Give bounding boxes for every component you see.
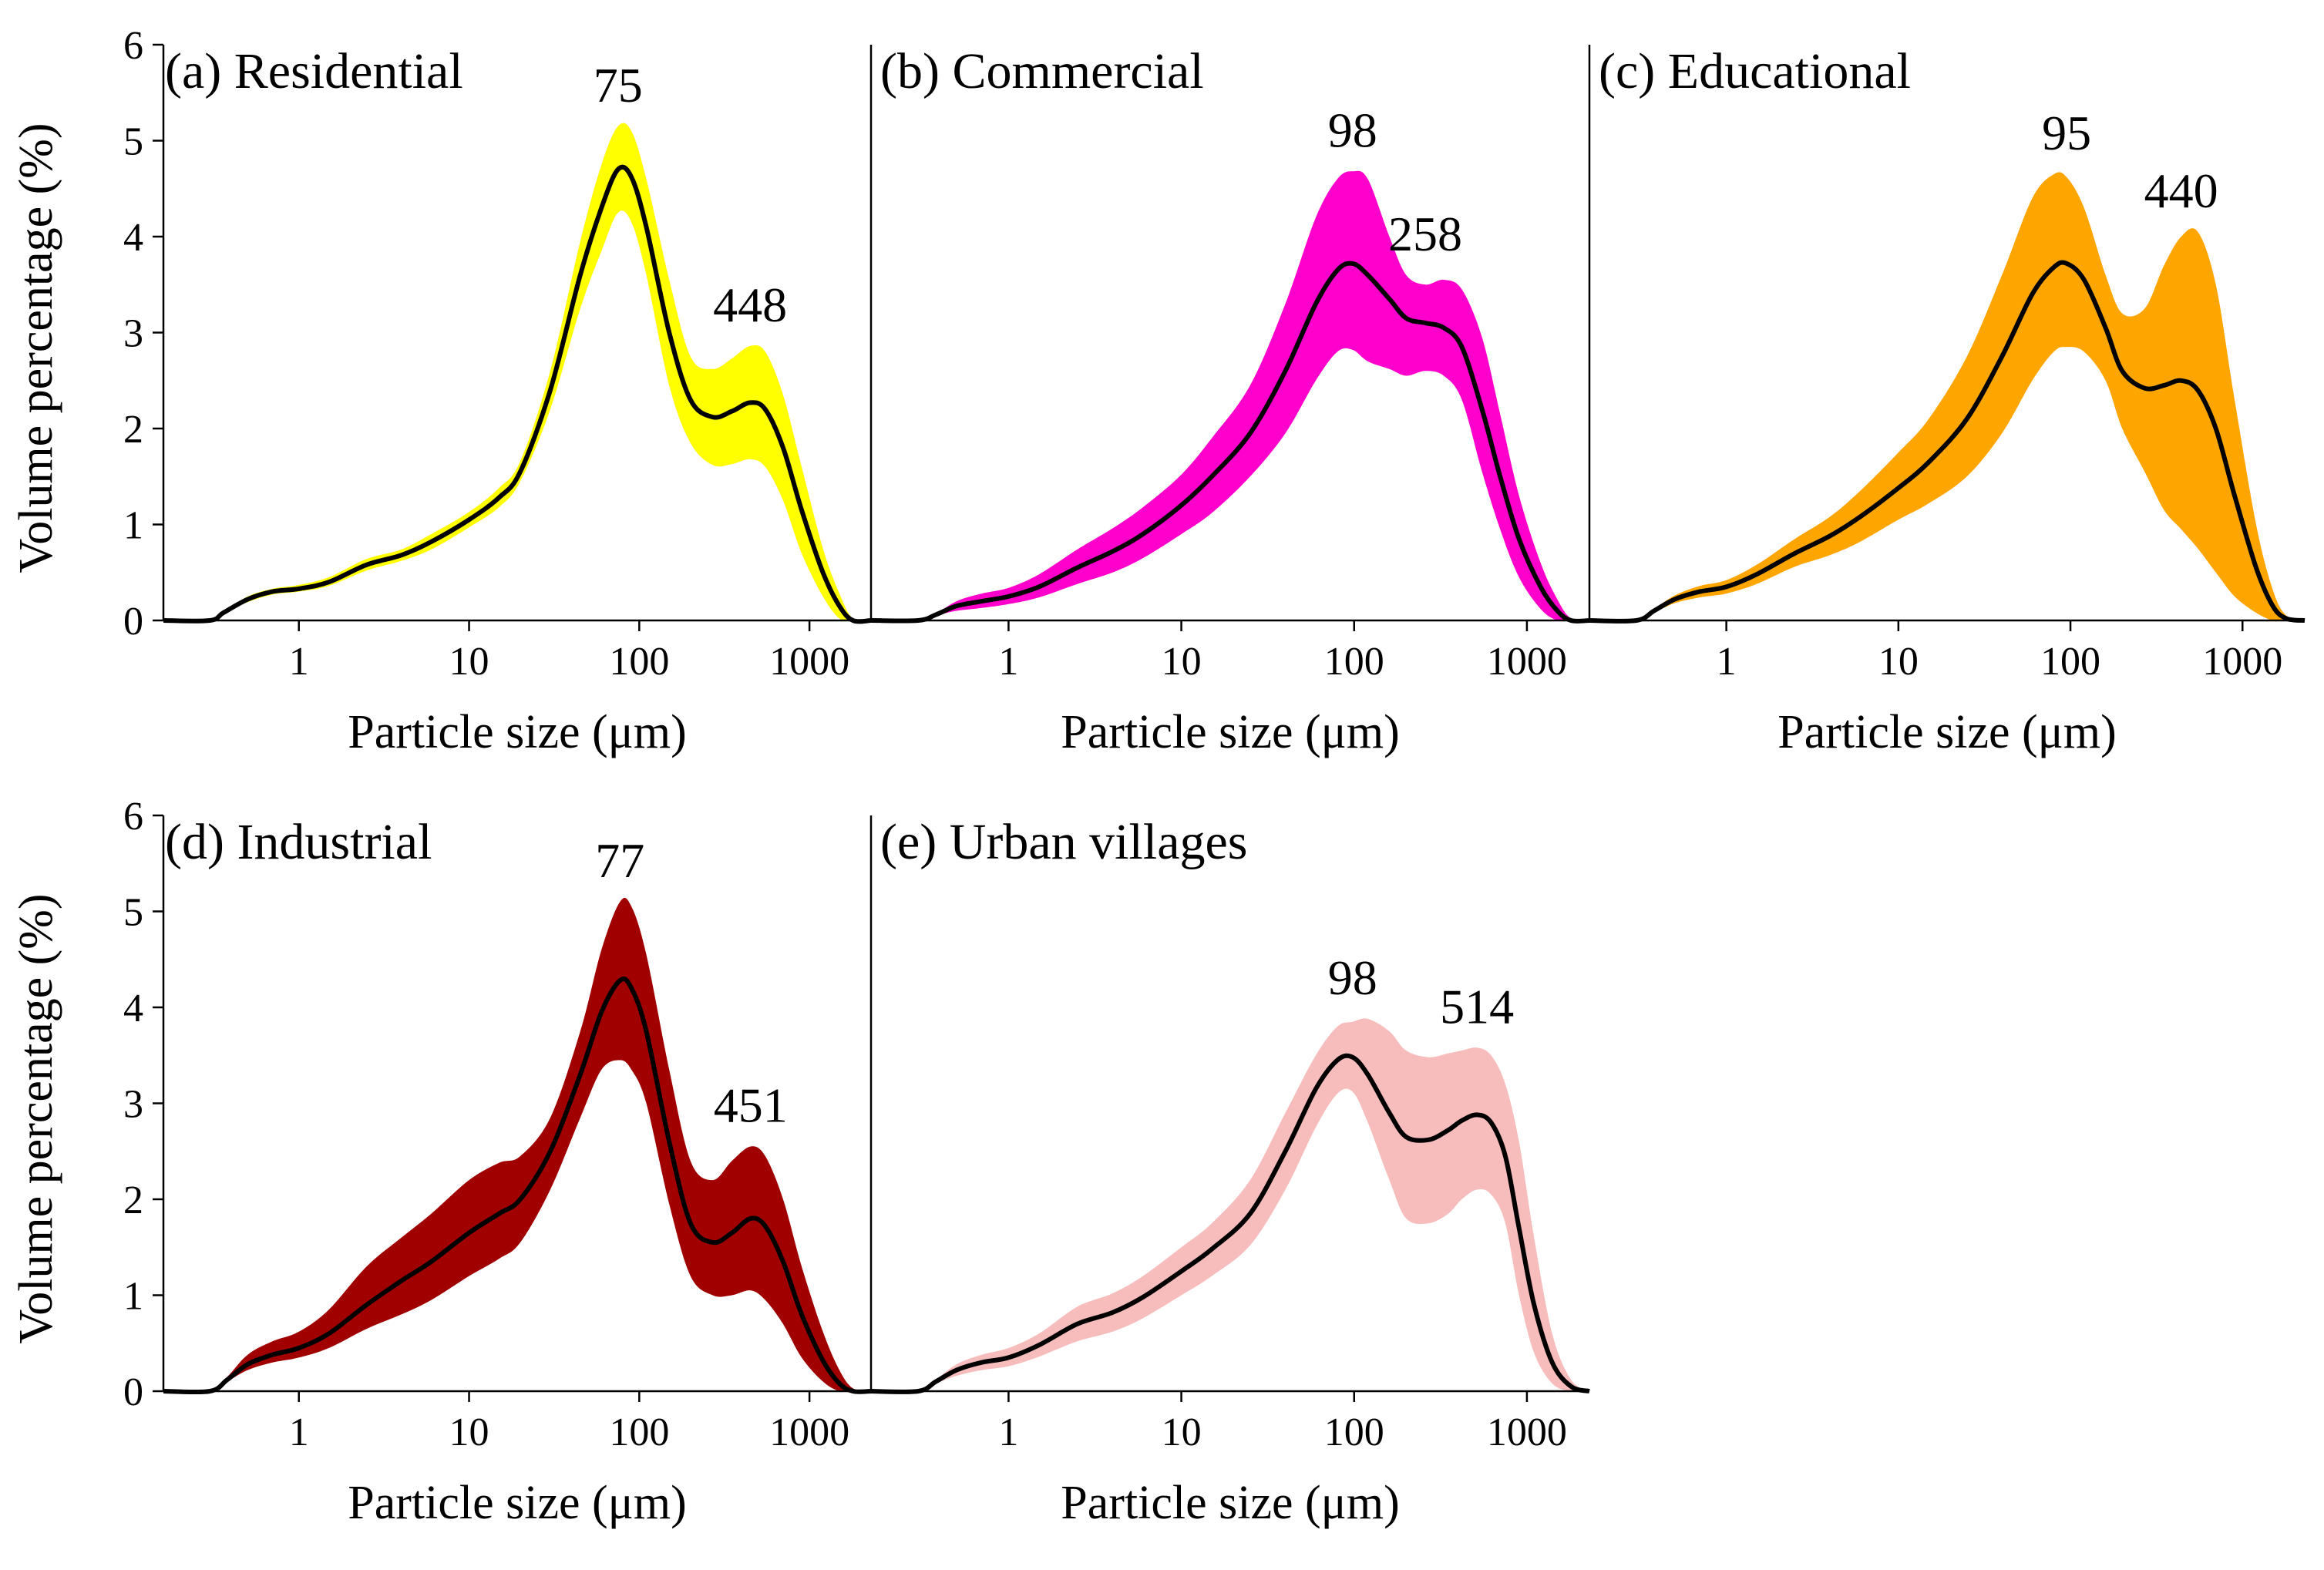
y-tick-label: 2 xyxy=(123,1178,143,1222)
x-tick-label: 1000 xyxy=(769,640,849,684)
panel-4: 1 10 100 1000 Particle size (μm) (e) Urban vi… xyxy=(869,814,1590,1529)
x-tick-label: 1 xyxy=(998,640,1018,684)
x-tick-label: 100 xyxy=(1324,640,1384,684)
mean-line xyxy=(1589,260,2306,624)
x-axis-title: Particle size (μm) xyxy=(1061,1477,1400,1529)
y-tick-label: 3 xyxy=(123,1083,143,1127)
x-tick-label: 100 xyxy=(609,640,669,684)
confidence-band xyxy=(871,170,1589,622)
mean-line xyxy=(163,976,872,1395)
x-tick-label: 1000 xyxy=(769,1410,849,1454)
y-tick-label: 6 xyxy=(123,795,143,839)
peak-label: 77 xyxy=(595,833,644,888)
x-tick-label: 10 xyxy=(1878,640,1919,684)
peak-label: 75 xyxy=(594,58,643,113)
x-axis-title: Particle size (μm) xyxy=(1061,706,1400,758)
peak-label: 98 xyxy=(1328,103,1377,157)
panel-1: 1 10 100 1000 Particle size (μm) (b) Commerci… xyxy=(869,43,1590,758)
confidence-band xyxy=(163,897,871,1393)
y-tick-label: 5 xyxy=(123,120,143,164)
panel-title: (b) Commercial xyxy=(880,43,1204,99)
confidence-band xyxy=(1589,172,2305,622)
x-tick-label: 100 xyxy=(1324,1410,1384,1454)
x-tick-label: 1000 xyxy=(1487,1410,1567,1454)
x-axis-title: Particle size (μm) xyxy=(348,1477,687,1529)
y-axis-title: Volume percentage (%) xyxy=(10,893,62,1343)
y-tick-label: 1 xyxy=(123,504,143,548)
panel-title: (d) Industrial xyxy=(165,814,432,870)
x-tick-label: 1 xyxy=(289,1410,309,1454)
y-tick-label: 4 xyxy=(123,987,143,1030)
x-tick-label: 1000 xyxy=(2202,640,2282,684)
peak-label: 258 xyxy=(1388,207,1462,261)
x-axis-title: Particle size (μm) xyxy=(1777,706,2117,758)
peak-label: 514 xyxy=(1440,979,1514,1034)
y-tick-label: 6 xyxy=(123,24,143,68)
panel-3: 1 10 100 1000 0 1 2 3 4 5 6 Particle size (μm) Volum… xyxy=(10,795,872,1529)
y-tick-label: 0 xyxy=(123,1370,143,1414)
panel-title: (c) Educational xyxy=(1599,43,1911,99)
peak-label: 451 xyxy=(714,1078,788,1133)
panel-title: (e) Urban villages xyxy=(880,814,1247,870)
panel-2: 1 10 100 1000 Particle size (μm) (c) Educatio… xyxy=(1588,43,2306,758)
x-tick-label: 100 xyxy=(2040,640,2100,684)
x-tick-label: 1000 xyxy=(1487,640,1567,684)
panel-0: 1 10 100 1000 0 1 2 3 4 5 6 Particle size (μm) Volum… xyxy=(10,24,872,758)
mean-line xyxy=(870,261,1590,624)
y-tick-label: 4 xyxy=(123,216,143,260)
x-axis-title: Particle size (μm) xyxy=(348,706,687,758)
y-tick-label: 1 xyxy=(123,1275,143,1319)
y-tick-label: 2 xyxy=(123,408,143,452)
mean-line xyxy=(870,1053,1590,1394)
peak-label: 448 xyxy=(713,277,787,332)
x-tick-label: 10 xyxy=(1162,1410,1202,1454)
panel-title: (a) Residential xyxy=(165,43,463,99)
x-tick-label: 1 xyxy=(998,1410,1018,1454)
x-tick-label: 10 xyxy=(449,1410,489,1454)
peak-label: 98 xyxy=(1328,950,1377,1005)
y-tick-label: 3 xyxy=(123,312,143,356)
x-tick-label: 1 xyxy=(1717,640,1737,684)
y-axis-title: Volume percentage (%) xyxy=(10,123,62,573)
confidence-band xyxy=(163,123,871,621)
peak-label: 440 xyxy=(2144,163,2218,218)
peak-label: 95 xyxy=(2042,106,2091,160)
mean-line xyxy=(163,164,872,624)
y-tick-label: 5 xyxy=(123,891,143,935)
x-tick-label: 1 xyxy=(289,640,309,684)
y-tick-label: 0 xyxy=(123,600,143,644)
x-tick-label: 10 xyxy=(1162,640,1202,684)
confidence-band xyxy=(871,1018,1589,1393)
x-tick-label: 10 xyxy=(449,640,489,684)
x-tick-label: 100 xyxy=(609,1410,669,1454)
